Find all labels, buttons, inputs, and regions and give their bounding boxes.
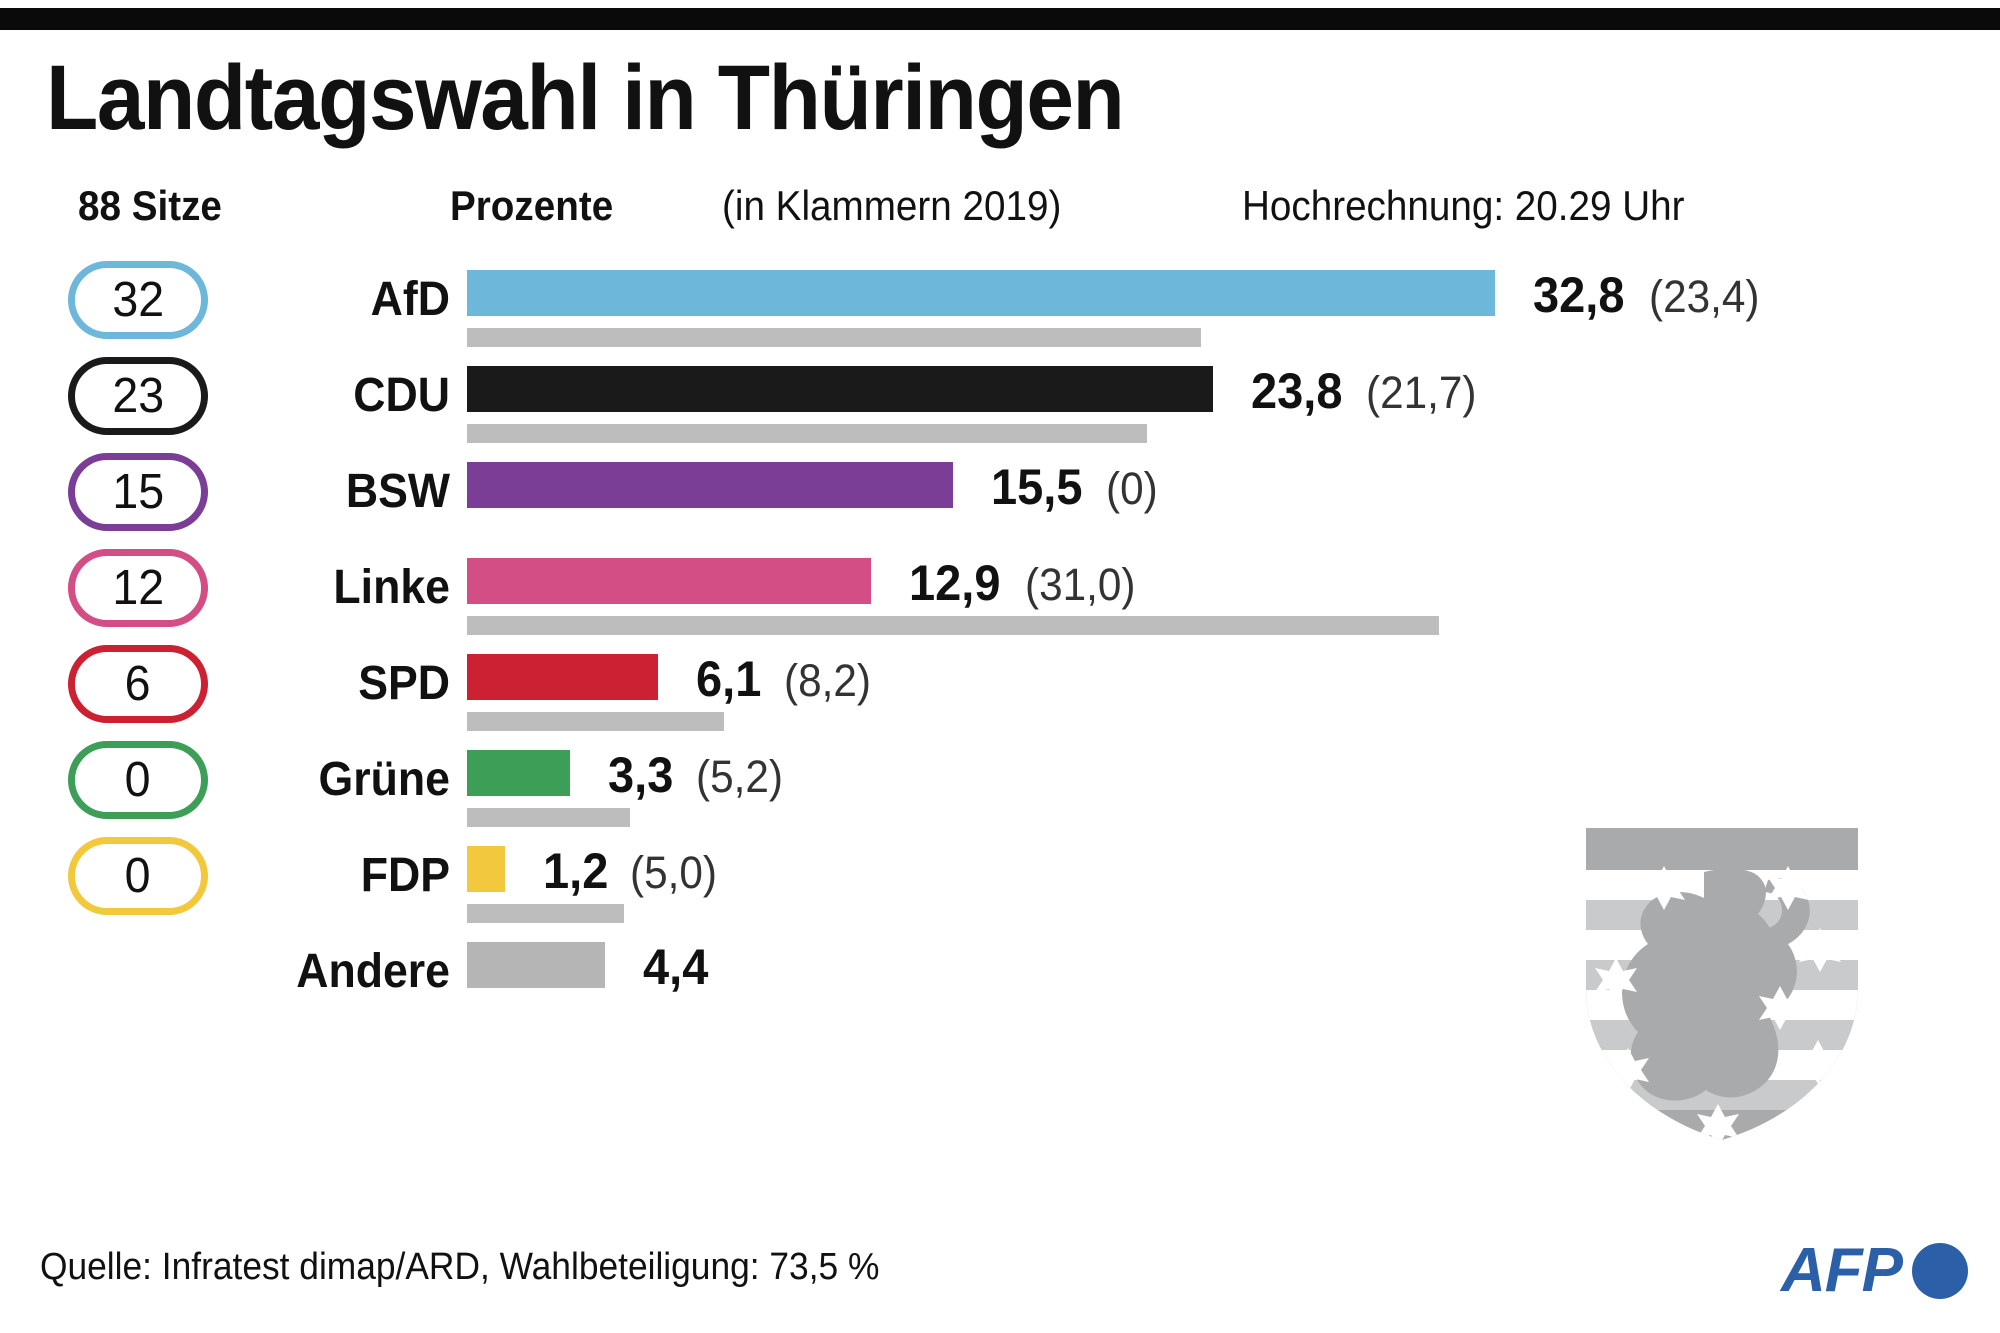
value-current: 15,5 <box>990 459 1083 515</box>
value-current: 32,8 <box>1533 267 1625 323</box>
party-label-grüne: Grüne <box>318 753 450 806</box>
values-cdu: 23,8 (21,7) <box>1251 366 1484 416</box>
afp-dot-icon <box>1912 1243 1968 1299</box>
value-current: 4,4 <box>642 939 709 995</box>
values-linke: 12,9 (31,0) <box>909 558 1142 608</box>
values-grüne: 3,3 (5,2) <box>608 750 788 800</box>
seat-count: 0 <box>125 848 151 903</box>
party-label-linke: Linke <box>333 561 450 614</box>
values-afd: 32,8 (23,4) <box>1533 270 1766 320</box>
value-2019: (5,0) <box>630 847 718 898</box>
seat-badge-bsw: 15 <box>68 453 208 531</box>
party-label-andere: Andere <box>296 945 450 998</box>
bar-2019-grüne <box>467 808 631 827</box>
value-2019: (0) <box>1106 463 1158 514</box>
value-2019: (8,2) <box>783 655 871 706</box>
seat-count: 32 <box>112 272 164 327</box>
bar-linke <box>467 558 872 604</box>
party-label-bsw: BSW <box>345 465 450 518</box>
party-label-afd: AfD <box>370 273 450 326</box>
seat-badge-spd: 6 <box>68 645 208 723</box>
seat-count: 0 <box>125 752 151 807</box>
value-current: 6,1 <box>696 651 762 707</box>
values-bsw: 15,5 (0) <box>991 462 1161 512</box>
bar-bsw <box>467 462 953 508</box>
thuringia-coat-of-arms-icon <box>1572 818 1872 1148</box>
party-row-linke: 12 Linke 12,9 (31,0) <box>0 549 2000 652</box>
party-rows: 32 AfD 32,8 (23,4) 23 CDU 23,8 (21,7) 15 BSW 15,5 (… <box>0 261 2000 1036</box>
seat-count: 6 <box>125 656 151 711</box>
party-label-cdu: CDU <box>353 369 450 422</box>
value-current: 1,2 <box>542 843 608 899</box>
value-2019: (31,0) <box>1024 559 1136 610</box>
value-2019: (23,4) <box>1648 271 1760 322</box>
values-spd: 6,1 (8,2) <box>696 654 876 704</box>
source-note: Quelle: Infratest dimap/ARD, Wahlbeteili… <box>40 1246 880 1288</box>
bar-cdu <box>467 366 1214 412</box>
bar-afd <box>467 270 1496 316</box>
party-row-cdu: 23 CDU 23,8 (21,7) <box>0 357 2000 460</box>
projection-label: Hochrechnung: 20.29 Uhr <box>1242 182 1685 229</box>
values-andere: 4,4 <box>643 942 713 992</box>
value-current: 23,8 <box>1251 363 1343 419</box>
seat-badge-fdp: 0 <box>68 837 208 915</box>
top-rule <box>0 8 2000 30</box>
subheader: 88 Sitze Prozente (in Klammern 2019) Hoc… <box>0 183 2000 233</box>
party-label-fdp: FDP <box>360 849 450 902</box>
party-row-fdp: 0 FDP 1,2 (5,0) <box>0 837 2000 940</box>
bar-spd <box>467 654 659 700</box>
seat-count: 15 <box>112 464 164 519</box>
seat-count: 12 <box>112 560 164 615</box>
seat-count: 23 <box>112 368 164 423</box>
party-row-andere: Andere 4,4 <box>0 940 2000 1036</box>
page-title: Landtagswahl in Thüringen <box>46 47 1125 149</box>
bar-2019-cdu <box>467 424 1148 443</box>
seat-badge-afd: 32 <box>68 261 208 339</box>
bar-2019-spd <box>467 712 725 731</box>
values-fdp: 1,2 (5,0) <box>543 846 723 896</box>
afp-logo: AFP <box>1781 1240 1968 1302</box>
party-row-bsw: 15 BSW 15,5 (0) <box>0 453 2000 556</box>
value-current: 12,9 <box>909 555 1001 611</box>
bar-fdp <box>467 846 505 892</box>
party-row-grüne: 0 Grüne 3,3 (5,2) <box>0 741 2000 844</box>
bar-2019-fdp <box>467 904 624 923</box>
seat-badge-cdu: 23 <box>68 357 208 435</box>
party-row-afd: 32 AfD 32,8 (23,4) <box>0 261 2000 364</box>
value-2019: (21,7) <box>1366 367 1477 418</box>
seats-label: 88 Sitze <box>78 182 222 229</box>
party-label-spd: SPD <box>358 657 450 710</box>
seat-badge-linke: 12 <box>68 549 208 627</box>
bar-2019-afd <box>467 328 1201 347</box>
afp-wordmark: AFP <box>1781 1236 1903 1305</box>
bar-grüne <box>467 750 571 796</box>
bar-andere <box>467 942 605 988</box>
value-2019: (5,2) <box>695 751 783 802</box>
percent-label: Prozente <box>450 182 614 229</box>
seat-badge-grüne: 0 <box>68 741 208 819</box>
party-row-spd: 6 SPD 6,1 (8,2) <box>0 645 2000 748</box>
paren-note-label: (in Klammern 2019) <box>722 182 1062 229</box>
bar-2019-linke <box>467 616 1439 635</box>
value-current: 3,3 <box>608 747 674 803</box>
